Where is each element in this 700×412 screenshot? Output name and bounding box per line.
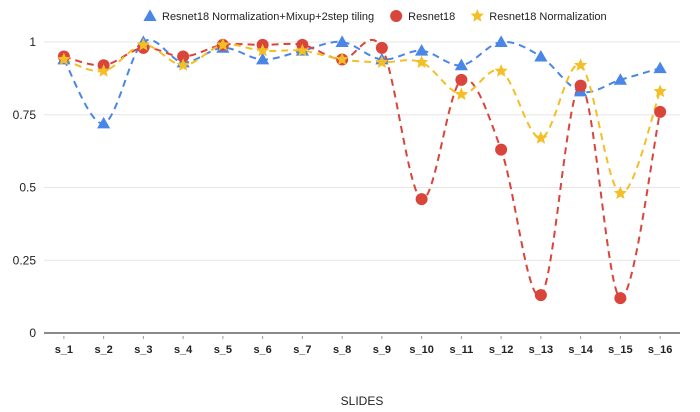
series-1-point bbox=[415, 44, 429, 56]
series-line-1 bbox=[63, 38, 661, 125]
series-2-point bbox=[574, 79, 587, 92]
x-tick-label: s_11 bbox=[449, 344, 473, 356]
x-tick-label: s_4 bbox=[174, 344, 193, 356]
series-1-point bbox=[653, 61, 667, 74]
series-1-point bbox=[534, 49, 548, 62]
series-1-point bbox=[97, 116, 111, 129]
series-2-point bbox=[375, 41, 388, 54]
series-3-point bbox=[256, 43, 270, 57]
y-tick-label: 0.5 bbox=[19, 181, 36, 195]
series-1-point bbox=[256, 52, 270, 65]
series-3-point bbox=[613, 186, 627, 199]
series-3-point bbox=[216, 37, 230, 51]
series-3-point bbox=[534, 131, 548, 144]
y-tick-label: 1 bbox=[29, 35, 36, 49]
x-tick-label: s_16 bbox=[648, 344, 672, 356]
series-3-point bbox=[454, 87, 468, 100]
series-2-point bbox=[614, 292, 627, 305]
legend-label: Resnet18 Normalization bbox=[489, 11, 606, 23]
series-2-point bbox=[455, 73, 468, 86]
x-tick-label: s_14 bbox=[568, 344, 593, 356]
series-3-point bbox=[375, 55, 389, 68]
series-3-point bbox=[494, 64, 508, 77]
series-line-2 bbox=[63, 38, 662, 300]
series-line-3 bbox=[63, 43, 662, 195]
x-tick-label: s_9 bbox=[373, 344, 391, 356]
series-1-point bbox=[494, 35, 508, 47]
y-tick-label: 0 bbox=[29, 326, 36, 340]
x-tick-label: s_2 bbox=[94, 344, 112, 356]
series-3-point bbox=[295, 43, 309, 57]
legend-marker-3 bbox=[470, 9, 484, 22]
series-2-point bbox=[177, 50, 190, 63]
series-1-point bbox=[454, 58, 468, 71]
series-2-point bbox=[654, 105, 667, 118]
series-3-point bbox=[653, 84, 667, 98]
legend-marker-1 bbox=[143, 9, 157, 21]
y-tick-label: 0.25 bbox=[13, 253, 37, 267]
series-2-point bbox=[415, 193, 428, 206]
x-tick-label: s_5 bbox=[214, 344, 232, 356]
series-3-point bbox=[97, 64, 111, 77]
x-tick-label: s_8 bbox=[333, 344, 351, 356]
series-3-point bbox=[574, 58, 588, 71]
x-tick-label: s_1 bbox=[55, 344, 73, 356]
x-tick-label: s_7 bbox=[293, 344, 311, 356]
series-3-point bbox=[57, 52, 71, 66]
series-3-point bbox=[136, 37, 150, 51]
series-3-point bbox=[415, 55, 429, 68]
x-tick-label: s_10 bbox=[409, 344, 433, 356]
series-2-point bbox=[495, 143, 508, 156]
x-tick-label: s_15 bbox=[608, 344, 632, 356]
legend-label: Resnet18 bbox=[408, 11, 455, 23]
x-axis-title: SLIDES bbox=[341, 394, 384, 408]
x-tick-label: s_13 bbox=[529, 344, 553, 356]
x-tick-label: s_3 bbox=[134, 344, 152, 356]
series-1-point bbox=[335, 35, 349, 47]
y-tick-label: 0.75 bbox=[13, 108, 37, 122]
x-tick-label: s_12 bbox=[489, 344, 513, 356]
series-2-point bbox=[534, 289, 547, 302]
series-3-point bbox=[335, 52, 349, 66]
legend-marker-2 bbox=[390, 10, 403, 22]
legend-label: Resnet18 Normalization+Mixup+2step tilin… bbox=[162, 11, 374, 23]
x-tick-label: s_6 bbox=[253, 344, 271, 356]
series-3-point bbox=[176, 58, 190, 71]
series-1-point bbox=[613, 73, 627, 85]
